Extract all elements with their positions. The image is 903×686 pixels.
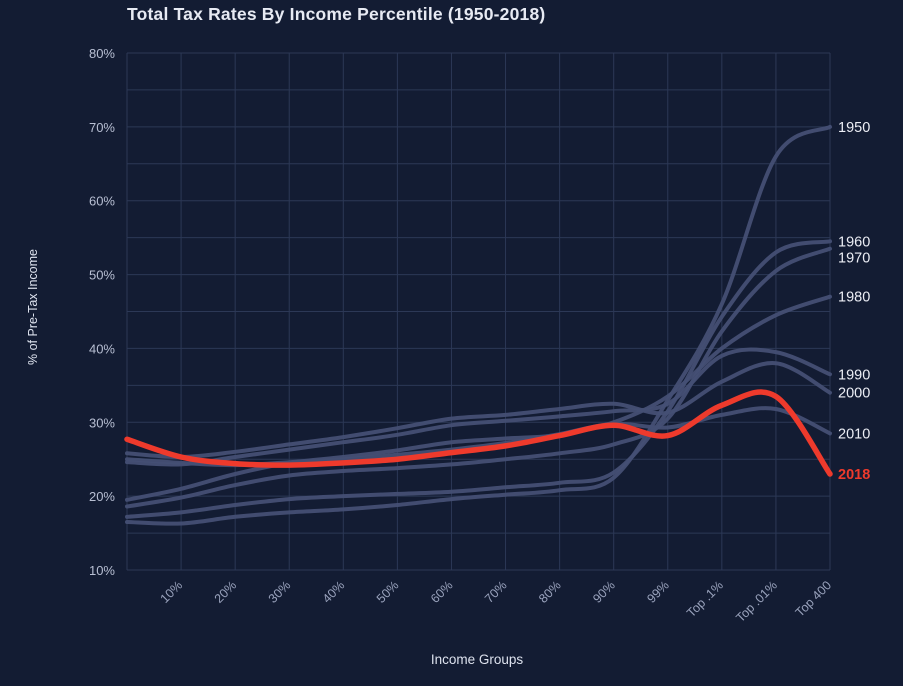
y-tick-label: 30%: [89, 415, 115, 430]
year-label-1960: 1960: [838, 234, 870, 250]
y-tick-label: 20%: [89, 489, 115, 504]
y-tick-label: 80%: [89, 46, 115, 61]
series-line-1980: [125, 294, 832, 502]
series-line-2000: [125, 361, 832, 460]
year-label-1970: 1970: [838, 250, 870, 266]
y-tick-label: 60%: [89, 194, 115, 209]
x-tick-label: 10%: [158, 578, 186, 606]
x-tick-label: 20%: [212, 578, 240, 606]
x-tick-label: 30%: [266, 578, 294, 606]
x-axis-title: Income Groups: [430, 652, 524, 667]
x-tick-label: 70%: [482, 578, 510, 606]
chart-title: Total Tax Rates By Income Percentile (19…: [127, 4, 546, 24]
series-line-1990: [125, 347, 832, 467]
year-label-2010: 2010: [838, 426, 870, 442]
x-tick-label: 60%: [428, 578, 456, 606]
y-tick-label: 10%: [89, 563, 115, 578]
y-tick-label: 50%: [89, 268, 115, 283]
year-label-1980: 1980: [838, 290, 870, 306]
year-label-2018: 2018: [838, 467, 870, 483]
x-tick-label: Top .1%: [684, 578, 726, 620]
series-line-1970: [125, 246, 832, 509]
y-tick-label: 40%: [89, 341, 115, 356]
x-tick-label: 40%: [320, 578, 348, 606]
year-label-1950: 1950: [838, 120, 870, 136]
x-tick-label: 99%: [644, 578, 672, 606]
series-line-1960: [125, 239, 832, 519]
y-tick-label: 70%: [89, 120, 115, 135]
x-tick-label: 90%: [590, 578, 618, 606]
x-tick-label: 50%: [374, 578, 402, 606]
year-label-1990: 1990: [838, 367, 870, 383]
x-tick-label: Top .01%: [733, 578, 780, 625]
x-tick-label: Top 400: [793, 578, 834, 619]
x-tick-label: 80%: [536, 578, 564, 606]
series-line-1950: [125, 124, 832, 526]
year-label-2000: 2000: [838, 386, 870, 402]
series-line-2018: [124, 389, 833, 477]
